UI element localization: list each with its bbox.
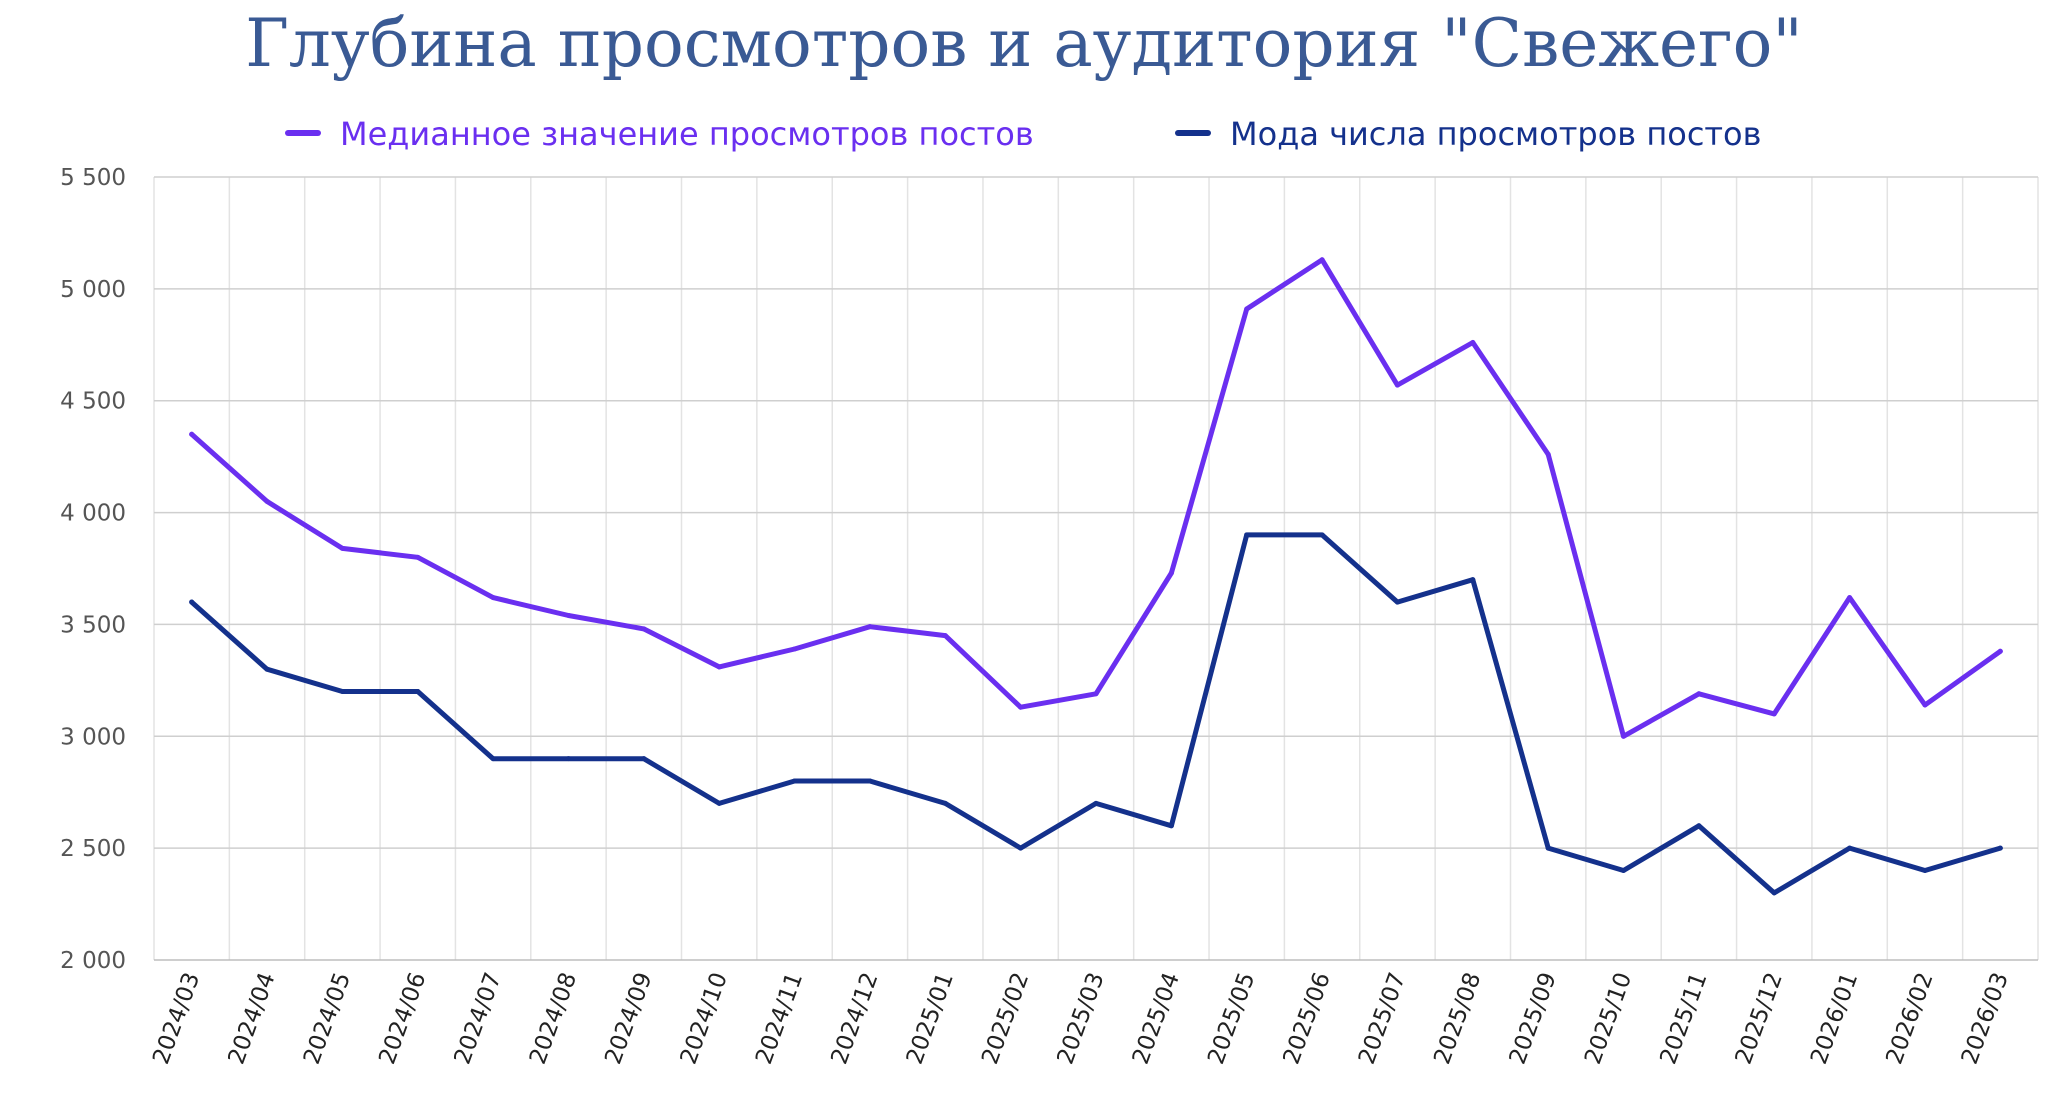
data-point [1696,691,1702,697]
data-point [1093,691,1099,697]
data-point [1018,704,1024,710]
data-point [1319,257,1325,263]
x-tick-label: 2025/11 [1655,969,1712,1068]
x-tick-label: 2025/01 [902,969,959,1068]
legend-label-median: Медианное значение просмотров постов [340,115,1034,153]
data-point [1545,451,1551,457]
x-tick-label: 2024/05 [299,969,356,1068]
x-tick-label: 2025/08 [1429,969,1486,1068]
y-tick-label: 5 000 [60,277,126,303]
data-point [792,778,798,784]
data-point [1394,599,1400,605]
x-tick-label: 2026/03 [1957,969,2014,1068]
data-point [867,778,873,784]
y-tick-label: 2 500 [60,836,126,862]
data-point [867,624,873,630]
x-tick-label: 2025/12 [1731,969,1788,1068]
data-point [1470,577,1476,583]
data-point [792,646,798,652]
data-point [1093,800,1099,806]
series-line [189,532,2003,896]
data-point [1621,868,1627,874]
data-point [189,599,195,605]
legend: Медианное значение просмотров постов Мод… [285,115,1761,153]
data-point [942,800,948,806]
legend-item-median: Медианное значение просмотров постов [285,115,1034,153]
series-layer [189,257,2003,896]
data-point [1545,845,1551,851]
x-tick-label: 2024/04 [224,969,281,1068]
data-point [1394,382,1400,388]
data-point [1319,532,1325,538]
x-tick-label: 2025/09 [1505,969,1562,1068]
data-point [415,554,421,560]
data-point [1771,711,1777,717]
y-tick-label: 3 500 [60,612,126,638]
x-tick-label: 2024/12 [826,969,883,1068]
y-axis-ticks: 2 000 2 500 3 000 3 500 4 000 4 500 5 000 5 500 [60,165,126,974]
data-point [264,666,270,672]
data-point [942,633,948,639]
data-point [716,664,722,670]
x-tick-label: 2024/10 [676,969,733,1068]
x-tick-label: 2025/10 [1580,969,1637,1068]
y-tick-label: 4 500 [60,389,126,415]
data-point [1997,648,2003,654]
data-point [1168,570,1174,576]
data-point [1244,306,1250,312]
data-point [1922,702,1928,708]
vertical-gridlines [153,177,2039,960]
data-point [716,800,722,806]
data-point [189,431,195,437]
x-axis-ticks: 2024/03 2024/04 2024/05 2024/06 2024/07 2024/… [148,969,2014,1068]
data-point [1696,823,1702,829]
legend-label-mode: Мода числа просмотров постов [1230,115,1761,153]
x-tick-label: 2025/05 [1203,969,1260,1068]
x-tick-label: 2024/11 [751,969,808,1068]
x-tick-label: 2025/06 [1279,969,1336,1068]
data-point [1168,823,1174,829]
data-point [1244,532,1250,538]
y-tick-label: 2 000 [60,948,126,974]
chart-title: Глубина просмотров и аудитория "Свежего" [245,5,1803,82]
x-tick-label: 2024/07 [450,969,507,1068]
y-tick-label: 4 000 [60,501,126,527]
data-point [1997,845,2003,851]
x-tick-label: 2025/03 [1053,969,1110,1068]
data-point [641,626,647,632]
x-tick-label: 2024/08 [525,969,582,1068]
data-point [565,612,571,618]
data-point [1018,845,1024,851]
data-point [339,689,345,695]
data-point [490,595,496,601]
y-tick-label: 3 000 [60,724,126,750]
data-point [264,498,270,504]
x-tick-label: 2024/06 [374,969,431,1068]
series-line [189,257,2003,739]
series-1 [189,257,2003,739]
data-point [641,756,647,762]
data-point [339,545,345,551]
data-point [565,756,571,762]
series-2 [189,532,2003,896]
data-point [1847,845,1853,851]
x-tick-label: 2025/02 [977,969,1034,1068]
x-tick-label: 2024/03 [148,969,205,1068]
data-point [1621,733,1627,739]
data-point [1771,890,1777,896]
data-point [490,756,496,762]
x-tick-label: 2026/02 [1881,969,1938,1068]
data-point [1470,340,1476,346]
y-tick-label: 5 500 [60,165,126,191]
x-tick-label: 2024/09 [600,969,657,1068]
x-tick-label: 2025/04 [1128,969,1185,1068]
x-tick-label: 2025/07 [1354,969,1411,1068]
data-point [1847,595,1853,601]
legend-item-mode: Мода числа просмотров постов [1175,115,1761,153]
x-tick-label: 2026/01 [1806,969,1863,1068]
data-point [415,689,421,695]
data-point [1922,868,1928,874]
